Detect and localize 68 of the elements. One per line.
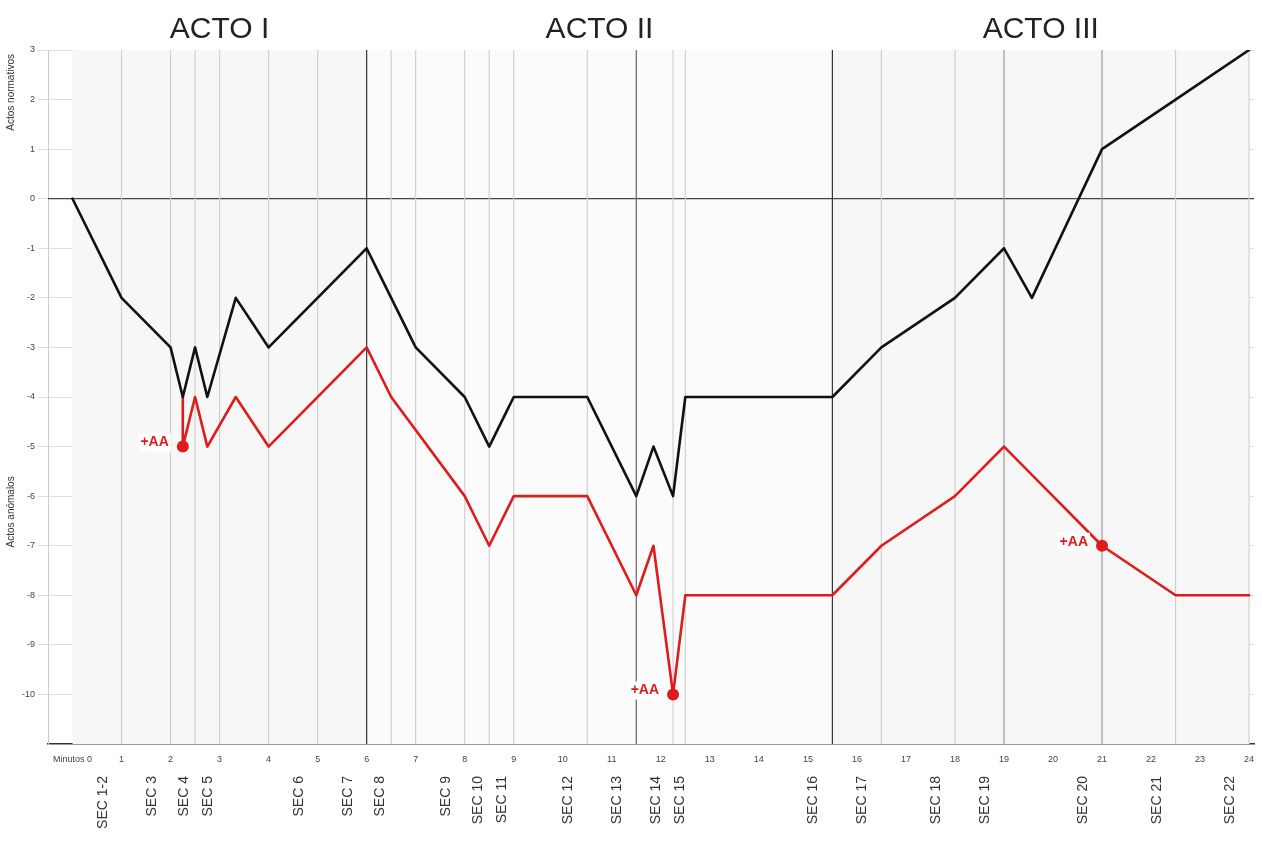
y-tick-label: -6	[26, 490, 35, 501]
annotation: +AA	[140, 433, 169, 450]
y-tick-label: -2	[26, 292, 35, 303]
ref-line-label: SEC 5	[199, 775, 216, 817]
y-tick-label: -5	[26, 441, 35, 452]
y-tick-label: -3	[26, 341, 35, 352]
x-tick-label: 14	[753, 753, 764, 764]
x-tick-label: 15	[802, 753, 813, 764]
ref-line-label: SEC 17	[853, 775, 870, 825]
ref-line-label: SEC 12	[559, 775, 576, 825]
x-tick-label: 10	[557, 753, 568, 764]
y-axis-title: Actos normativos	[5, 54, 16, 131]
ref-line-label: SEC 4	[174, 775, 191, 817]
x-tick-label: 21	[1097, 753, 1108, 764]
x-tick-label: 17	[900, 753, 911, 764]
x-tick-label: 20	[1047, 753, 1059, 764]
text: Actos anómalos	[5, 476, 16, 548]
x-tick-label: Minutos 0	[53, 753, 93, 764]
ref-line-label: SEC 3	[142, 775, 159, 817]
ref-line-label: SEC 20	[1074, 775, 1091, 825]
y-tick-label: -4	[26, 391, 35, 402]
ref-line-label: SEC 7	[338, 775, 355, 817]
ref-line-label: SEC 18	[926, 775, 943, 825]
y-tick-label: 0	[29, 193, 35, 204]
x-tick-label: 23	[1195, 753, 1206, 764]
y-tick-label: -9	[26, 639, 35, 650]
ref-line-label: SEC 9	[436, 775, 453, 817]
ref-line-label: SEC 16	[804, 775, 821, 825]
annotation: +AA	[1059, 532, 1089, 549]
x-tick-label: 3	[217, 753, 223, 764]
ref-line-label: SEC 21	[1147, 775, 1164, 825]
x-tick-label: 6	[364, 753, 370, 764]
y-tick-label: -1	[26, 242, 35, 253]
y-tick-label: 2	[29, 94, 35, 105]
x-tick-label: 24	[1244, 753, 1255, 764]
ref-line-label: SEC 6	[289, 775, 306, 817]
x-tick-label: 11	[607, 753, 617, 764]
x-tick-label: 5	[315, 753, 321, 764]
ref-line-label: SEC 8	[370, 775, 387, 817]
ref-line-label: SEC 13	[608, 775, 625, 825]
y-tick-label: 1	[29, 143, 35, 154]
x-tick-label: 19	[998, 753, 1009, 764]
band-label: ACTO II	[545, 11, 654, 44]
y-tick-label: 3	[29, 44, 35, 55]
x-tick-label: 4	[266, 753, 272, 764]
ref-line-label: SEC 11	[493, 775, 510, 824]
x-tick-label: 9	[511, 753, 517, 764]
ref-line-label: SEC 19	[975, 775, 992, 825]
y-tick-label: -7	[26, 540, 35, 551]
y-tick-label: -10	[21, 688, 35, 699]
y-tick-label: -8	[26, 589, 35, 600]
ref-line-label: SEC 15	[671, 775, 688, 825]
ref-line-label: SEC 22	[1221, 775, 1238, 825]
ref-line-label: SEC 1-2	[93, 775, 110, 829]
band-label: ACTO III	[982, 11, 1099, 44]
x-tick-label: 1	[119, 753, 125, 764]
band-label: ACTO I	[169, 11, 270, 44]
x-tick-label: 12	[655, 753, 666, 764]
x-tick-label: 8	[462, 753, 468, 764]
x-tick-label: 16	[851, 753, 862, 764]
ref-line-label: SEC 14	[646, 775, 663, 825]
x-tick-label: 13	[704, 753, 715, 764]
x-tick-label: 22	[1146, 753, 1157, 764]
ref-line-label: SEC 10	[468, 775, 485, 825]
annotation: +AA	[630, 681, 660, 698]
x-tick-label: 18	[949, 753, 960, 764]
x-tick-label: 2	[168, 753, 174, 764]
x-tick-label: 7	[413, 753, 419, 764]
